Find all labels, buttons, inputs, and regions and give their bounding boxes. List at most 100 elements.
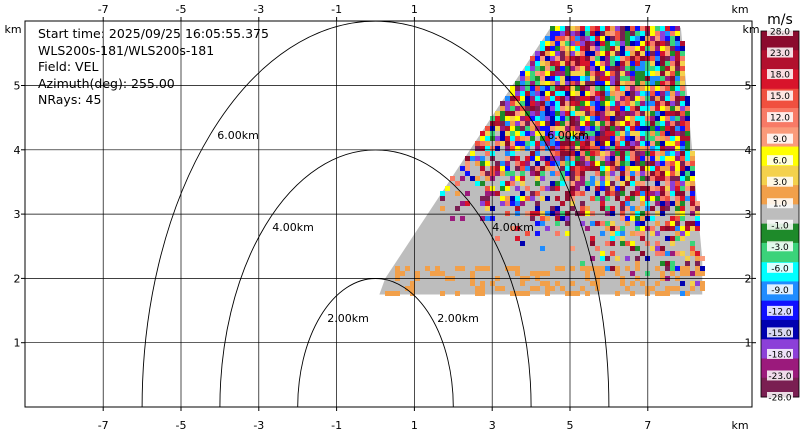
data-cell [630,141,635,146]
data-cell [630,101,635,106]
data-cell [590,266,595,271]
data-cell [670,71,675,76]
data-cell [660,76,665,81]
data-cell [550,166,555,171]
data-cell [600,151,605,156]
data-cell [675,96,680,101]
data-cell [660,186,665,191]
x-tick-label-top: -5 [176,3,187,16]
y-tick-label-right: 1 [745,337,752,350]
data-cell [505,211,510,216]
data-cell [670,61,675,66]
data-cell [675,126,680,131]
data-cell [515,166,520,171]
data-cell [605,161,610,166]
data-cell [620,91,625,96]
data-cell [555,231,560,236]
data-cell [565,31,570,36]
data-cell [600,126,605,131]
data-cell [655,251,660,256]
data-cell [595,246,600,251]
data-cell [695,271,700,276]
data-cell [580,26,585,31]
data-cell [675,251,680,256]
data-cell [500,126,505,131]
data-cell [615,106,620,111]
data-cell [580,41,585,46]
data-cell [580,211,585,216]
data-cell [610,161,615,166]
data-cell [650,51,655,56]
data-cell [515,196,520,201]
data-cell [485,146,490,151]
data-cell [400,271,405,276]
data-cell [665,156,670,161]
data-cell [635,211,640,216]
data-cell [600,156,605,161]
data-cell [475,156,480,161]
data-cell [570,291,575,296]
data-cell [540,211,545,216]
data-cell [635,126,640,131]
data-cell [610,26,615,31]
data-cell [505,116,510,121]
data-cell [625,141,630,146]
data-cell [690,251,695,256]
data-cell [675,66,680,71]
data-cell [690,221,695,226]
data-cell [540,171,545,176]
x-tick-label-bottom: 7 [644,419,651,432]
data-cell [570,36,575,41]
data-cell [580,96,585,101]
data-cell [635,86,640,91]
data-cell [680,291,685,296]
data-cell [680,56,685,61]
data-cell [555,211,560,216]
data-cell [680,186,685,191]
data-cell [625,36,630,41]
data-cell [590,81,595,86]
data-cell [530,271,535,276]
data-cell [655,51,660,56]
data-cell [560,111,565,116]
y-unit-right-label: km [742,23,759,36]
data-cell [605,191,610,196]
data-cell [635,96,640,101]
data-cell [690,226,695,231]
data-cell [610,51,615,56]
data-cell [510,101,515,106]
data-cell [595,101,600,106]
data-cell [520,291,525,296]
data-cell [480,201,485,206]
colorbar-tick-label: 9.0 [773,135,788,145]
data-cell [630,111,635,116]
data-cell [620,281,625,286]
data-cell [530,171,535,176]
data-cell [635,151,640,156]
data-cell [575,101,580,106]
data-cell [525,121,530,126]
data-cell [640,216,645,221]
data-cell [560,86,565,91]
data-cell [665,286,670,291]
data-cell [590,221,595,226]
data-cell [465,171,470,176]
data-cell [640,41,645,46]
data-cell [660,261,665,266]
data-cell [560,161,565,166]
data-cell [605,101,610,106]
data-cell [520,86,525,91]
data-cell [575,151,580,156]
data-cell [585,141,590,146]
data-cell [570,136,575,141]
data-cell [565,196,570,201]
data-cell [610,86,615,91]
data-cell [650,216,655,221]
data-cell [545,116,550,121]
data-cell [605,86,610,91]
data-cell [550,46,555,51]
data-cell [685,221,690,226]
data-cell [635,106,640,111]
data-cell [690,181,695,186]
